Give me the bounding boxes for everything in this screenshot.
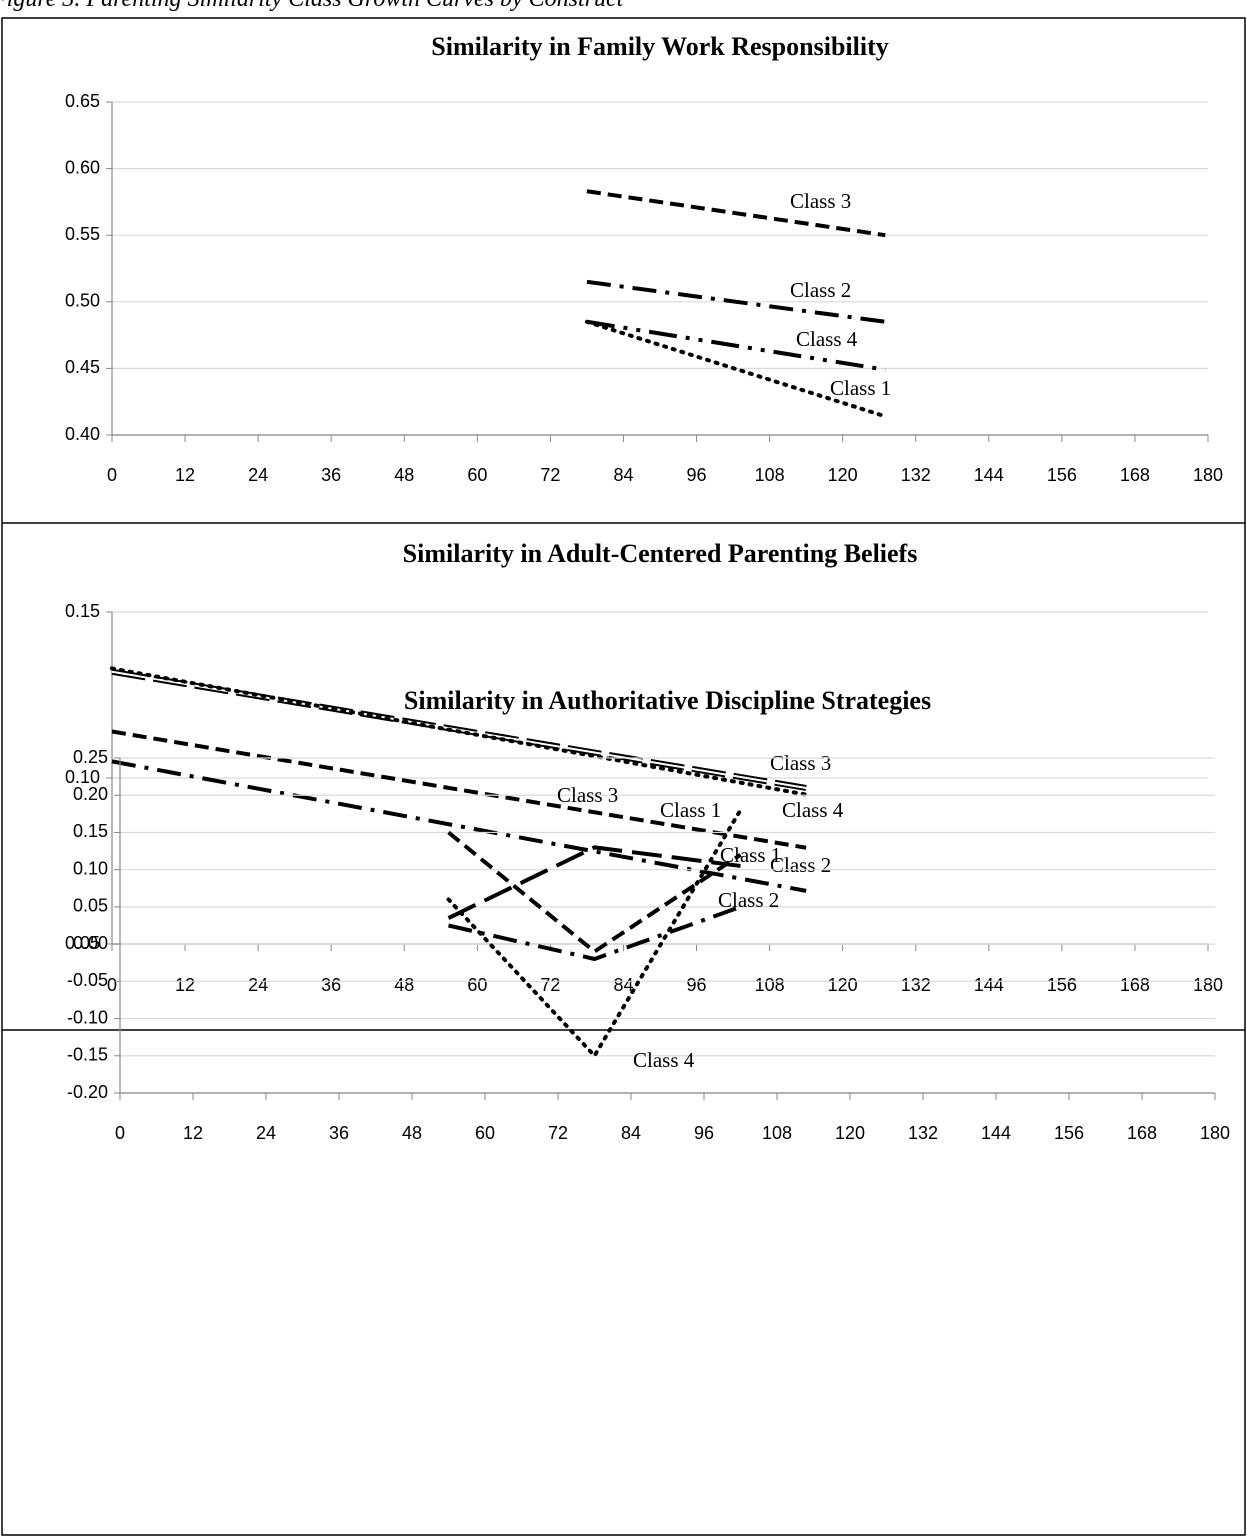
series-line — [448, 905, 742, 962]
y-tick-label: 0.25 — [73, 747, 108, 767]
x-tick-label: 168 — [1127, 1123, 1157, 1143]
x-tick-label: 84 — [621, 1123, 641, 1143]
x-tick-label: 132 — [901, 465, 931, 485]
series-line — [586, 189, 886, 238]
x-tick-label: 48 — [402, 1123, 422, 1143]
x-tick-label: 144 — [981, 1123, 1011, 1143]
series-line — [447, 830, 742, 955]
series-line — [584, 319, 888, 419]
x-tick-label: 36 — [329, 1123, 349, 1143]
y-tick-label: 0.65 — [65, 91, 100, 111]
y-tick-label: 0.05 — [73, 896, 108, 916]
y-tick-label: 0.15 — [65, 601, 100, 621]
x-tick-label: 72 — [540, 975, 560, 995]
x-tick-label: 132 — [901, 975, 931, 995]
x-tick-label: 180 — [1193, 465, 1223, 485]
chart-title: Similarity in Family Work Responsibility — [431, 32, 888, 61]
chart-title: Similarity in Adult-Centered Parenting B… — [403, 539, 918, 568]
x-tick-label: 84 — [613, 465, 633, 485]
y-tick-label: 0.20 — [73, 784, 108, 804]
x-tick-label: 96 — [687, 975, 707, 995]
series-line — [110, 666, 809, 797]
series-label: Class 4 — [633, 1048, 695, 1072]
x-tick-label: 108 — [755, 465, 785, 485]
x-tick-label: 120 — [828, 465, 858, 485]
x-tick-label: 0 — [107, 975, 117, 995]
x-tick-label: 108 — [755, 975, 785, 995]
chart-title: Similarity in Authoritative Discipline S… — [404, 686, 931, 715]
y-tick-label: 0.05 — [65, 933, 100, 953]
series-line — [586, 319, 886, 372]
y-tick-label: 0.10 — [65, 767, 100, 787]
y-tick-label: 0.15 — [73, 821, 108, 841]
x-tick-label: 72 — [548, 1123, 568, 1143]
y-tick-label: 0.10 — [73, 858, 108, 878]
y-tick-label: 0.40 — [65, 424, 100, 444]
x-tick-label: 36 — [321, 975, 341, 995]
y-tick-label: -0.10 — [67, 1007, 108, 1027]
x-tick-label: 60 — [467, 975, 487, 995]
figure-caption: Figure 3. Parenting Similarity Class Gro… — [0, 0, 625, 12]
y-tick-label: 0.50 — [65, 291, 100, 311]
y-tick-label: 0.00 — [73, 933, 108, 953]
series-line — [446, 808, 743, 1060]
x-tick-label: 144 — [974, 465, 1004, 485]
x-tick-label: 180 — [1200, 1123, 1230, 1143]
x-tick-label: 120 — [828, 975, 858, 995]
x-tick-label: 0 — [115, 1123, 125, 1143]
x-tick-label: 120 — [835, 1123, 865, 1143]
x-tick-label: 72 — [540, 465, 560, 485]
y-tick-label: -0.05 — [67, 970, 108, 990]
x-tick-label: 24 — [248, 465, 268, 485]
y-tick-label: -0.15 — [67, 1045, 108, 1065]
x-tick-label: 168 — [1120, 465, 1150, 485]
x-tick-label: 96 — [687, 465, 707, 485]
series-line — [111, 759, 807, 893]
y-tick-label: 0.55 — [65, 224, 100, 244]
series-label: Class 1 — [830, 376, 891, 400]
x-tick-label: 36 — [321, 465, 341, 485]
x-tick-label: 24 — [248, 975, 268, 995]
y-tick-label: 0.45 — [65, 357, 100, 377]
series-label: Class 1 — [660, 798, 721, 822]
series-label: Class 3 — [557, 783, 618, 807]
x-tick-label: 84 — [613, 975, 633, 995]
x-tick-label: 60 — [467, 465, 487, 485]
x-tick-label: 48 — [394, 465, 414, 485]
y-tick-label: 0.60 — [65, 157, 100, 177]
x-tick-label: 0 — [107, 465, 117, 485]
series-label: Class 2 — [790, 278, 851, 302]
series-line — [111, 729, 807, 850]
x-tick-label: 144 — [974, 975, 1004, 995]
x-tick-label: 12 — [175, 975, 195, 995]
series-label: Class 4 — [796, 327, 858, 351]
x-tick-label: 156 — [1054, 1123, 1084, 1143]
series-label: Class 2 — [718, 888, 779, 912]
series-label: Class 4 — [782, 798, 844, 822]
x-tick-label: 108 — [762, 1123, 792, 1143]
x-tick-label: 156 — [1047, 465, 1077, 485]
series-label: Class 2 — [770, 853, 831, 877]
x-tick-label: 132 — [908, 1123, 938, 1143]
x-tick-label: 180 — [1193, 975, 1223, 995]
series-line — [586, 279, 886, 324]
x-tick-label: 12 — [183, 1123, 203, 1143]
x-tick-label: 24 — [256, 1123, 276, 1143]
x-tick-label: 96 — [694, 1123, 714, 1143]
panel-frames — [1, 17, 1246, 1536]
series-label: Class 3 — [790, 189, 851, 213]
x-tick-label: 12 — [175, 465, 195, 485]
x-tick-label: 60 — [475, 1123, 495, 1143]
y-tick-label: -0.20 — [67, 1082, 108, 1102]
x-tick-label: 48 — [394, 975, 414, 995]
series-label: Class 1 — [720, 843, 781, 867]
outer-frame — [1, 17, 1246, 1536]
series-line — [447, 845, 741, 920]
x-tick-label: 168 — [1120, 975, 1150, 995]
x-tick-label: 156 — [1047, 975, 1077, 995]
series-label: Class 3 — [770, 751, 831, 775]
